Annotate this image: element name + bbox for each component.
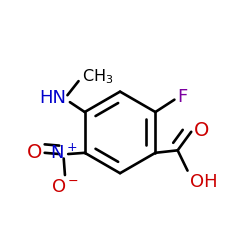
Text: O$^-$: O$^-$: [51, 178, 79, 196]
Text: CH$_3$: CH$_3$: [82, 67, 114, 86]
Text: O: O: [27, 143, 42, 162]
Text: OH: OH: [190, 173, 218, 191]
Text: N$^+$: N$^+$: [50, 143, 78, 163]
Text: HN: HN: [39, 90, 66, 108]
Text: F: F: [178, 88, 188, 106]
Text: O: O: [194, 121, 210, 140]
